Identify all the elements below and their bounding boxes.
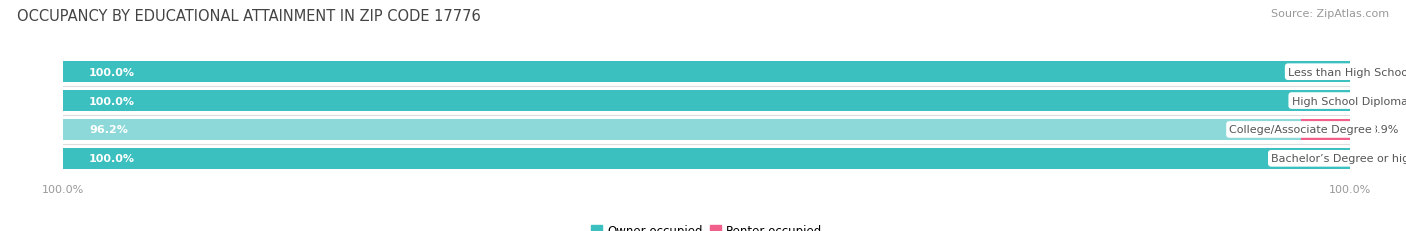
Bar <box>1350 148 1406 169</box>
Text: Bachelor’s Degree or higher: Bachelor’s Degree or higher <box>1271 154 1406 164</box>
Text: High School Diploma: High School Diploma <box>1292 96 1406 106</box>
Text: 3.9%: 3.9% <box>1371 125 1399 135</box>
Bar <box>63 119 1301 140</box>
Text: Less than High School: Less than High School <box>1288 67 1406 77</box>
Bar <box>1350 91 1406 112</box>
Text: 96.2%: 96.2% <box>89 125 128 135</box>
Bar <box>63 119 1350 140</box>
Bar <box>63 62 1350 83</box>
Text: OCCUPANCY BY EDUCATIONAL ATTAINMENT IN ZIP CODE 17776: OCCUPANCY BY EDUCATIONAL ATTAINMENT IN Z… <box>17 9 481 24</box>
Text: 100.0%: 100.0% <box>89 154 135 164</box>
Bar <box>1350 62 1406 83</box>
Text: College/Associate Degree: College/Associate Degree <box>1229 125 1372 135</box>
Bar <box>63 148 1350 169</box>
Text: 100.0%: 100.0% <box>89 67 135 77</box>
Bar <box>63 148 1350 169</box>
Bar <box>63 62 1350 83</box>
Text: Source: ZipAtlas.com: Source: ZipAtlas.com <box>1271 9 1389 19</box>
Text: 100.0%: 100.0% <box>89 96 135 106</box>
Bar <box>63 91 1350 112</box>
Bar <box>63 91 1350 112</box>
Bar <box>1301 119 1351 140</box>
Legend: Owner-occupied, Renter-occupied: Owner-occupied, Renter-occupied <box>586 219 827 231</box>
